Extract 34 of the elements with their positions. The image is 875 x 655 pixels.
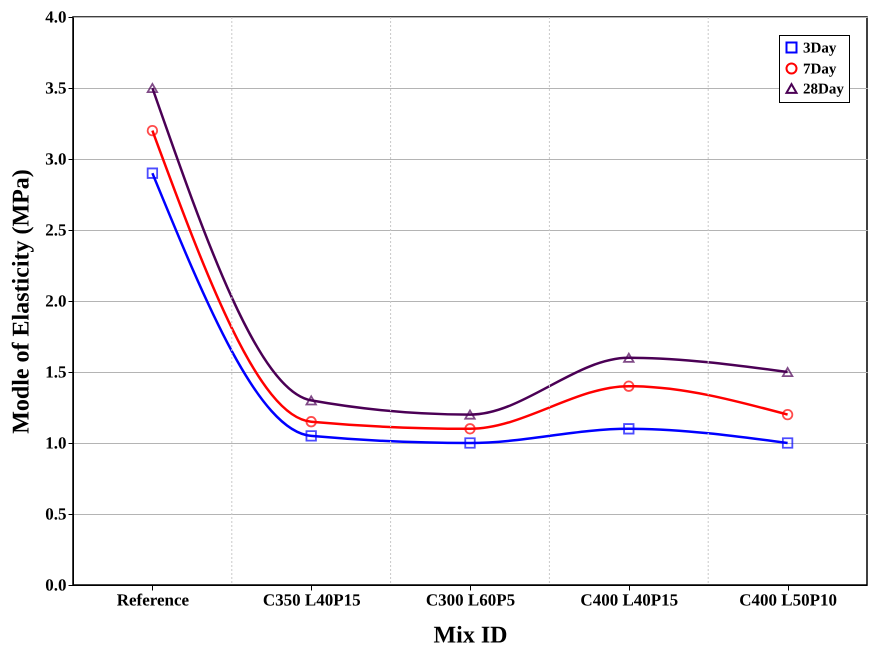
y-tick-label: 2.5 bbox=[45, 220, 66, 240]
y-tick-label: 1.0 bbox=[45, 434, 66, 452]
legend-label: 28Day bbox=[803, 82, 844, 98]
legend-label: 7Day bbox=[803, 62, 837, 78]
point bbox=[782, 366, 794, 378]
point bbox=[623, 380, 634, 392]
x-tick-label: Reference bbox=[116, 590, 190, 610]
point bbox=[146, 124, 158, 136]
point bbox=[623, 423, 634, 434]
y-tick-label: 1.5 bbox=[45, 362, 66, 382]
y-tick-label: 2.0 bbox=[45, 292, 66, 310]
point bbox=[146, 82, 158, 94]
point bbox=[782, 408, 794, 420]
y-axis-title: Modle of Elasticity (MPa) bbox=[8, 169, 34, 434]
y-tick-label: 0.5 bbox=[45, 504, 66, 524]
y-tick-label: 3.5 bbox=[45, 78, 66, 98]
legend-label: 3Day bbox=[803, 40, 837, 56]
point bbox=[306, 395, 317, 406]
y-tick-label: 3.0 bbox=[45, 150, 66, 168]
x-tick-label: C350 L40P15 bbox=[262, 590, 361, 610]
point bbox=[306, 430, 317, 442]
point bbox=[464, 410, 476, 420]
x-tick-label: C300 L60P5 bbox=[426, 590, 516, 610]
x-axis-title: Mix ID bbox=[434, 622, 508, 648]
point bbox=[306, 416, 317, 428]
point bbox=[464, 437, 476, 449]
point bbox=[146, 168, 158, 179]
point bbox=[464, 423, 476, 434]
y-tick-label: 4.0 bbox=[45, 8, 66, 26]
point bbox=[782, 437, 794, 449]
point bbox=[623, 352, 634, 363]
x-tick-label: C400 L50P10 bbox=[739, 590, 837, 610]
y-tick-label: 0.0 bbox=[45, 576, 66, 594]
x-tick-label: C400 L40P15 bbox=[580, 590, 678, 610]
